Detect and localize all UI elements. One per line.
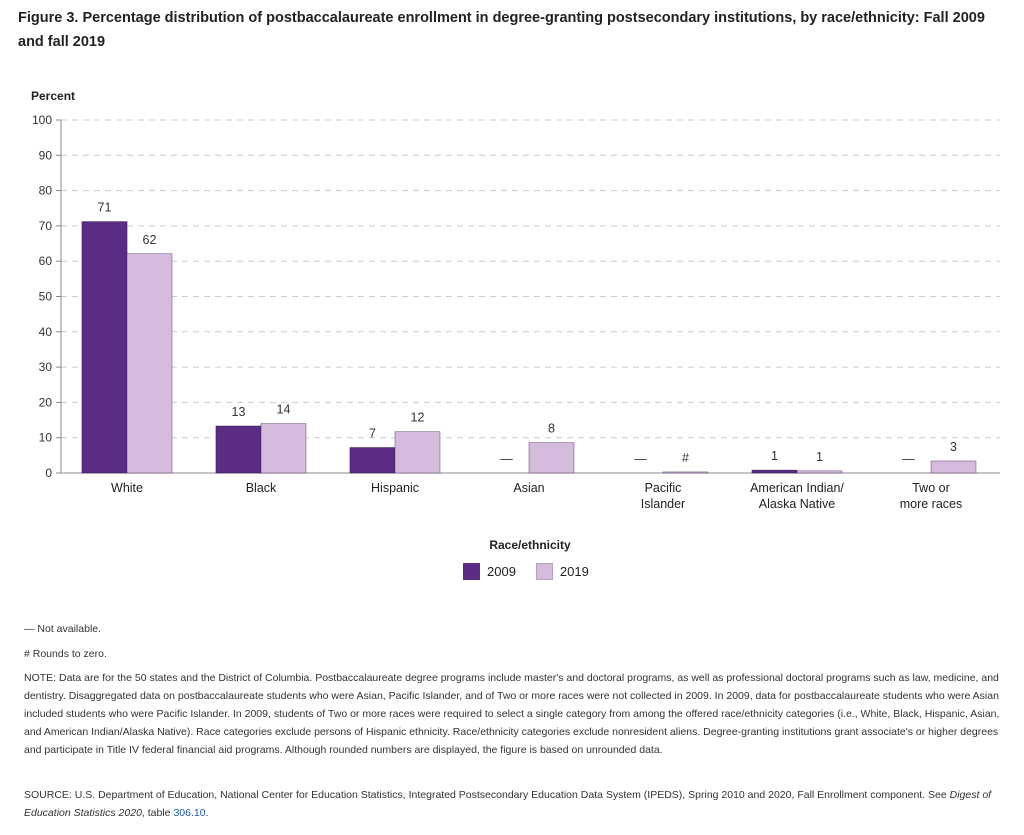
x-tick-label: Alaska Native (759, 497, 835, 511)
y-axis-title: Percent (31, 89, 75, 103)
x-tick-label: Islander (641, 497, 685, 511)
data-label-2019: # (682, 451, 689, 465)
data-label-2019: 12 (411, 411, 425, 425)
y-tick-label: 20 (39, 395, 53, 409)
y-tick-label: 50 (39, 290, 53, 304)
legend: 2009 2019 (463, 563, 609, 580)
data-label-2009: — (500, 452, 513, 466)
y-tick-label: 60 (39, 254, 53, 268)
figure-title: Figure 3. Percentage distribution of pos… (18, 10, 985, 50)
data-label-2019: 62 (143, 233, 157, 247)
data-label-2019: 3 (950, 440, 957, 454)
bar-2009 (349, 447, 396, 474)
data-label-2009: 71 (98, 201, 112, 215)
y-tick-label: 100 (32, 113, 52, 127)
bar-2019 (796, 470, 843, 474)
source-table-link[interactable]: 306.10 (173, 807, 206, 819)
y-tick-label: 80 (39, 184, 53, 198)
bar-chart: Percent01020304050607080901007162White13… (31, 89, 1000, 552)
source-text: SOURCE: U.S. Department of Education, Na… (24, 786, 1009, 822)
bar-2019 (126, 253, 173, 474)
bar-2019 (528, 442, 575, 474)
data-label-2019: 1 (816, 450, 823, 464)
y-tick-label: 0 (45, 466, 52, 480)
x-tick-label: White (111, 481, 143, 495)
data-label-2009: — (634, 452, 647, 466)
note-text: NOTE: Data are for the 50 states and the… (24, 672, 1000, 756)
x-tick-label: American Indian/ (750, 481, 844, 495)
y-tick-label: 70 (39, 219, 53, 233)
x-tick-label: Pacific (645, 481, 682, 495)
x-tick-label: Asian (513, 481, 544, 495)
y-tick-label: 40 (39, 325, 53, 339)
source-table-label: , table (141, 807, 174, 819)
data-label-2009: 13 (232, 405, 246, 419)
bar-2019 (394, 431, 441, 474)
bar-2009 (215, 425, 262, 474)
x-tick-label: Black (246, 481, 277, 495)
legend-swatch-2019 (535, 563, 553, 580)
source-digest-title: Digest of Education Statistics 2020 (24, 789, 992, 819)
bar-2019 (260, 423, 307, 474)
note-not-available: — Not available. (24, 623, 102, 635)
legend-item-2019: 2019 (535, 563, 589, 580)
y-tick-label: 10 (39, 431, 53, 445)
data-label-2019: 8 (548, 422, 555, 436)
y-tick-label: 90 (39, 148, 53, 162)
legend-item-2009: 2009 (463, 563, 516, 580)
data-label-2019: 14 (277, 403, 291, 417)
x-axis-title: Race/ethnicity (489, 538, 571, 552)
y-tick-label: 30 (39, 360, 53, 374)
x-tick-label: Hispanic (371, 481, 419, 495)
legend-label-2019: 2019 (559, 564, 589, 579)
legend-swatch-2009 (463, 563, 480, 580)
data-label-2009: — (902, 452, 915, 466)
x-tick-label: Two or (912, 481, 950, 495)
bar-2019 (930, 460, 977, 474)
note-rounds-to-zero: # Rounds to zero. (24, 648, 107, 660)
legend-label-2009: 2009 (487, 564, 516, 579)
data-label-2009: 1 (771, 449, 778, 463)
bar-2009 (81, 221, 128, 474)
x-tick-label: more races (900, 497, 963, 511)
source-prefix: SOURCE: U.S. Department of Education, Na… (24, 789, 950, 801)
bar-2009 (751, 469, 798, 474)
source-end: . (205, 807, 209, 819)
bar-2019 (662, 471, 709, 474)
data-label-2009: 7 (369, 427, 376, 441)
